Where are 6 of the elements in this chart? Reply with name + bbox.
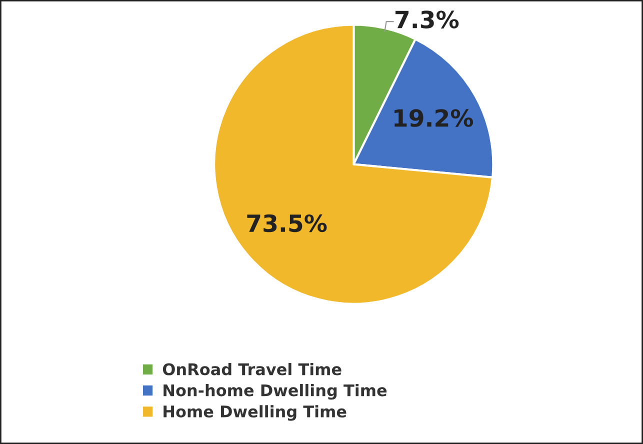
legend-label: Non-home Dwelling Time (164, 384, 387, 400)
data-label: 73.5% (247, 214, 327, 232)
legend-label: Home Dwelling Time (164, 405, 346, 421)
data-label: 7.3% (396, 10, 459, 28)
legend-label: OnRoad Travel Time (162, 362, 342, 376)
data-label: 19.2% (394, 109, 474, 127)
